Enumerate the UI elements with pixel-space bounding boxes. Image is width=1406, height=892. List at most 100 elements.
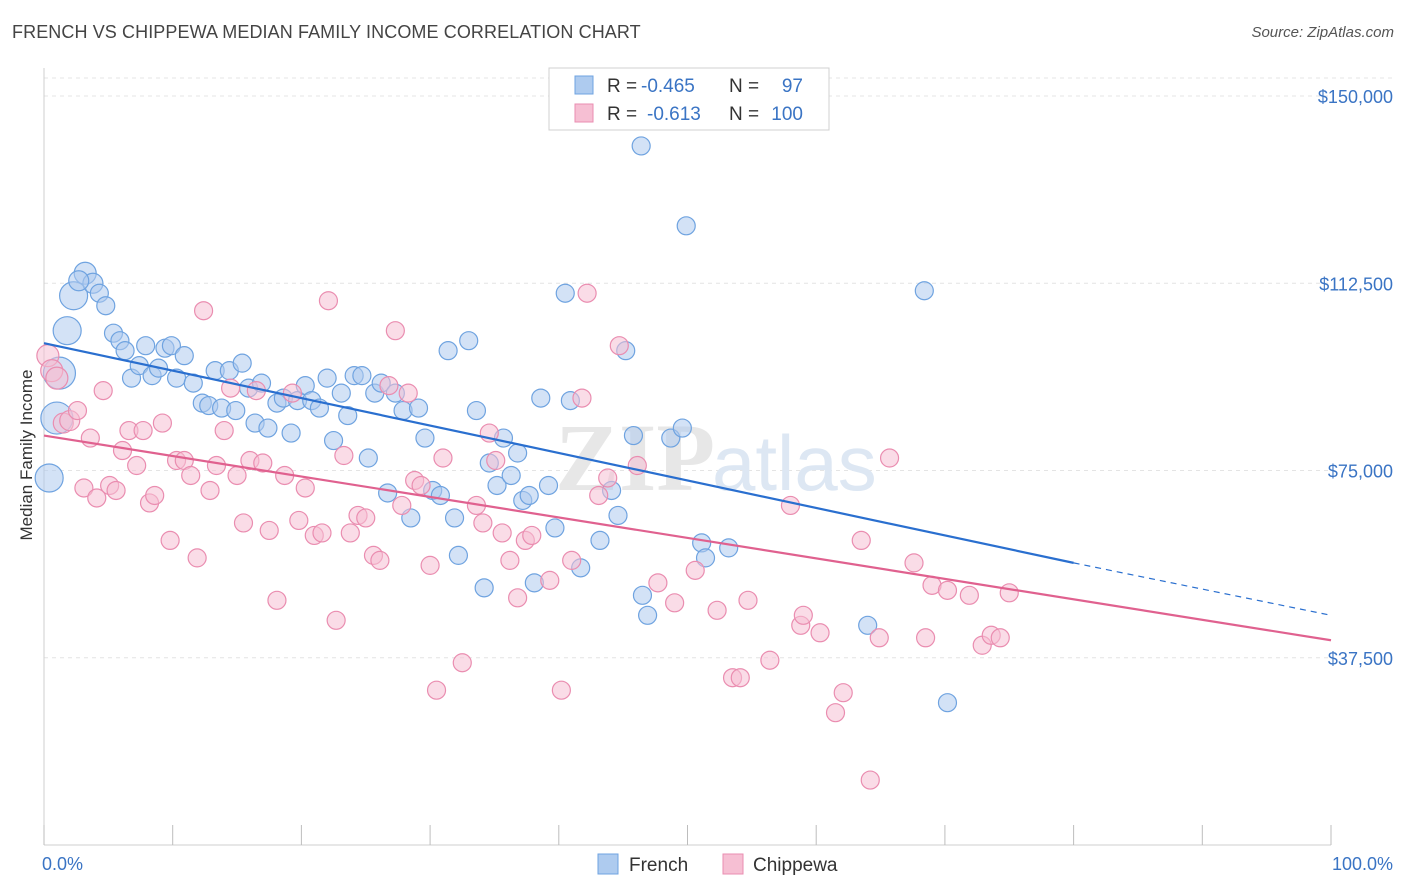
chippewa-point-92: [851, 530, 871, 551]
chippewa-point-83: [730, 668, 750, 688]
legend-r-value-chippewa: -0.613: [647, 104, 701, 125]
legend: R = -0.465 N = 97 R = -0.613 N = 100: [548, 67, 830, 131]
french-point-59: [444, 508, 465, 528]
chippewa-point-79: [665, 593, 685, 613]
chippewa-point-78: [648, 573, 668, 593]
french-point-41: [317, 368, 337, 388]
chippewa-point-97: [915, 628, 936, 648]
chippewa-point-53: [398, 383, 418, 403]
chippewa-point-18: [152, 413, 173, 433]
chippewa-point-72: [572, 388, 592, 408]
french-point-0: [34, 463, 64, 493]
chippewa-point-103: [990, 628, 1010, 648]
chippewa-point-14: [127, 455, 147, 476]
french-points: [34, 136, 958, 713]
chippewa-point-19: [160, 530, 180, 551]
chippewa-point-61: [473, 513, 493, 533]
french-point-67: [501, 465, 521, 486]
french-point-57: [430, 485, 450, 506]
chippewa-point-24: [193, 301, 214, 321]
french-point-21: [174, 346, 194, 366]
legend-r-label-french: R =: [607, 76, 637, 97]
french-point-12: [115, 341, 135, 361]
legend-box: [548, 67, 830, 131]
chippewa-point-74: [589, 485, 609, 506]
chippewa-point-22: [181, 465, 201, 486]
chippewa-point-71: [562, 550, 582, 570]
french-point-87: [672, 418, 692, 438]
french-point-42: [323, 430, 344, 451]
french-point-3: [52, 316, 82, 346]
chippewa-point-17: [145, 485, 165, 506]
french-point-85: [638, 605, 658, 625]
french-point-55: [415, 428, 435, 448]
chippewa-point-88: [793, 605, 813, 625]
chippewa-point-11: [106, 480, 126, 501]
chippewa-point-43: [326, 610, 346, 630]
chippewa-point-42: [318, 291, 339, 311]
y-tick-label-1: $75,000: [1328, 462, 1393, 482]
chippewa-point-64: [492, 523, 512, 543]
chippewa-point-37: [282, 383, 302, 403]
legend-r-label-chippewa: R =: [607, 104, 637, 125]
french-point-47: [358, 448, 378, 468]
french-point-65: [487, 475, 507, 496]
chippewa-point-50: [379, 376, 399, 396]
chippewa-points: [36, 283, 1019, 790]
chippewa-point-23: [187, 548, 207, 568]
chippewa-point-58: [433, 448, 453, 468]
french-point-58: [438, 341, 458, 361]
bottom-legend: French Chippewa: [597, 853, 838, 876]
chippewa-point-70: [551, 680, 571, 700]
french-point-72: [531, 388, 551, 408]
watermark-atlas: atlas: [712, 419, 877, 507]
chippewa-point-96: [904, 553, 924, 573]
chart-source: Source: ZipAtlas.com: [1251, 24, 1394, 41]
french-point-88: [676, 216, 696, 236]
chippewa-point-49: [370, 550, 390, 570]
french-point-78: [590, 530, 610, 551]
chippewa-point-51: [385, 321, 405, 341]
chippewa-point-94: [869, 628, 889, 648]
legend-r-value-french: -0.465: [641, 76, 695, 97]
french-point-60: [448, 545, 469, 565]
french-point-28: [226, 400, 246, 421]
chippewa-point-47: [356, 508, 376, 528]
y-axis-title: Median Family Income: [17, 369, 36, 540]
chippewa-point-38: [289, 510, 309, 531]
bottom-legend-label-chippewa: Chippewa: [753, 855, 838, 876]
chippewa-point-26: [206, 455, 227, 476]
french-point-61: [459, 331, 479, 351]
french-point-15: [136, 336, 156, 356]
chippewa-point-59: [452, 653, 472, 673]
french-point-63: [474, 578, 494, 598]
chart-title: FRENCH VS CHIPPEWA MEDIAN FAMILY INCOME …: [12, 22, 641, 42]
y-tick-label-2: $112,500: [1319, 274, 1393, 294]
chippewa-point-95: [879, 448, 900, 468]
french-point-46: [352, 366, 372, 386]
axes: [43, 68, 1332, 846]
chippewa-point-9: [93, 381, 113, 401]
french-point-33: [258, 418, 278, 438]
chippewa-point-6: [74, 478, 94, 498]
chippewa-point-8: [87, 488, 107, 508]
french-point-75: [555, 283, 575, 303]
y-tick-label-0: $37,500: [1328, 649, 1393, 669]
chippewa-point-44: [334, 445, 354, 466]
chippewa-point-90: [825, 703, 846, 723]
chippewa-point-81: [707, 600, 727, 620]
french-point-82: [623, 425, 644, 446]
chippewa-point-55: [411, 475, 431, 496]
french-point-83: [631, 136, 651, 156]
chippewa-point-29: [227, 465, 247, 486]
y-tick-label-3: $150,000: [1318, 87, 1393, 107]
chippewa-point-80: [685, 560, 705, 580]
bottom-legend-swatch-french: [597, 853, 619, 875]
chippewa-trend-line: [43, 434, 1332, 642]
chippewa-point-68: [522, 525, 542, 546]
legend-swatch-chippewa: [574, 103, 594, 123]
french-point-90: [695, 548, 716, 568]
x-tick-label-max: 100.0%: [1332, 854, 1393, 874]
french-point-93: [914, 281, 934, 301]
